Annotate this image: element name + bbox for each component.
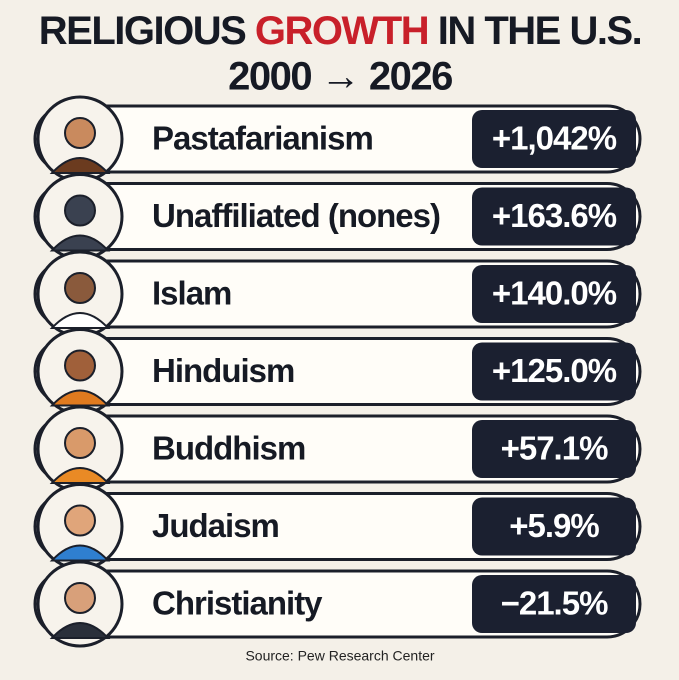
title-part: RELIGIOUS bbox=[39, 9, 246, 53]
icon-head bbox=[64, 582, 96, 614]
religion-name: Hinduism bbox=[152, 352, 294, 389]
icon-head bbox=[64, 504, 96, 537]
religion-name: Unaffiliated (nones) bbox=[152, 197, 440, 234]
icon-shoulders bbox=[49, 157, 111, 174]
value-box bbox=[472, 575, 636, 633]
title: RELIGIOUS GROWTH IN THE U.S. bbox=[39, 9, 642, 53]
icon-head bbox=[64, 117, 96, 149]
icon-head bbox=[64, 194, 96, 227]
value-box bbox=[472, 497, 636, 556]
growth-value: −21.5% bbox=[501, 585, 608, 622]
value-box bbox=[472, 342, 636, 401]
value-box bbox=[472, 110, 636, 168]
source: Source: Pew Research Center bbox=[245, 648, 434, 664]
growth-value: +5.9% bbox=[509, 507, 599, 544]
icon-shoulders bbox=[49, 234, 111, 252]
value-box bbox=[472, 420, 636, 478]
value-box bbox=[472, 265, 636, 323]
icon-head bbox=[64, 272, 96, 304]
title-highlight: GROWTH bbox=[255, 9, 428, 53]
icon-head bbox=[64, 427, 96, 459]
icon-shoulders bbox=[49, 312, 111, 329]
religion-name: Judaism bbox=[152, 507, 279, 544]
growth-value: +1,042% bbox=[492, 120, 617, 157]
icon-shoulders bbox=[49, 622, 111, 639]
growth-value: +57.1% bbox=[501, 430, 608, 467]
religion-name: Christianity bbox=[152, 585, 323, 622]
growth-value: +125.0% bbox=[492, 352, 617, 389]
icon-shoulders bbox=[49, 544, 111, 562]
religion-name: Islam bbox=[152, 275, 231, 312]
growth-value: +163.6% bbox=[492, 197, 617, 234]
religion-name: Pastafarianism bbox=[152, 120, 373, 157]
title-part: IN THE U.S. bbox=[438, 9, 642, 53]
subtitle: 2000 → 2026 bbox=[228, 55, 452, 99]
icon-shoulders bbox=[49, 467, 111, 484]
value-box bbox=[472, 187, 636, 246]
growth-value: +140.0% bbox=[492, 275, 617, 312]
icon-head bbox=[64, 349, 96, 382]
icon-shoulders bbox=[49, 389, 111, 407]
religion-name: Buddhism bbox=[152, 430, 305, 467]
